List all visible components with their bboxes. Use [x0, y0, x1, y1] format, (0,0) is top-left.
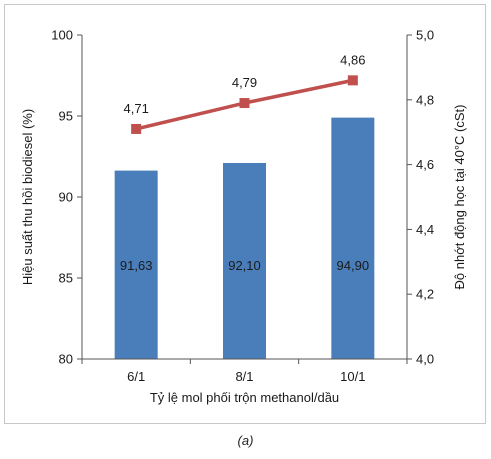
- viscosity-data-label: 4,79: [232, 75, 257, 90]
- left-tick-label: 80: [59, 352, 73, 367]
- x-tick-label: 8/1: [235, 369, 253, 384]
- yield-data-label: 92,10: [228, 258, 261, 273]
- left-axis-title: Hiệu suất thu hồi biodiesel (%): [20, 109, 35, 285]
- yield-data-label: 91,63: [120, 258, 153, 273]
- right-tick-label: 4,4: [416, 222, 434, 237]
- combo-chart: 80 85 90 95 100 4,0 4,2 4,4 4,6 4,8 5,0 6/1 8/1 10/1T…: [20, 28, 467, 406]
- figure-caption: (a): [237, 433, 254, 448]
- left-tick-label: 90: [59, 190, 73, 205]
- viscosity-marker-2: [239, 98, 250, 109]
- yield-data-label: 94,90: [337, 258, 370, 273]
- left-tick-label: 85: [59, 271, 73, 286]
- right-tick-label: 4,6: [416, 157, 434, 172]
- bars-layer: [114, 117, 375, 360]
- viscosity-data-label: 4,86: [340, 52, 365, 67]
- viscosity-marker-3: [347, 75, 358, 86]
- bar-1: [114, 170, 158, 359]
- viscosity-marker-1: [131, 123, 142, 134]
- x-axis-title: Tỷ lệ mol phối trộn methanol/dầu: [150, 390, 339, 405]
- labels-layer: 4,71 4,79 4,86 91,63 92,10 94,90: [120, 52, 369, 273]
- right-tick-label: 5,0: [416, 28, 434, 43]
- left-tick-label: 100: [51, 28, 73, 43]
- x-tick-label: 10/1: [340, 369, 365, 384]
- x-tick-label: 6/1: [127, 369, 145, 384]
- right-axis-title: Độ nhớt động học tại 40°C (cSt): [452, 105, 467, 290]
- axes-layer: 80 85 90 95 100 4,0 4,2 4,4 4,6 4,8 5,0 6/1 8/1 10/1T…: [20, 28, 467, 406]
- bar-2: [223, 162, 266, 359]
- right-tick-label: 4,2: [416, 287, 434, 302]
- right-tick-label: 4,8: [416, 92, 434, 107]
- left-tick-label: 95: [59, 109, 73, 124]
- line-layer: [131, 75, 358, 134]
- bar-3: [331, 117, 375, 360]
- right-tick-label: 4,0: [416, 352, 434, 367]
- viscosity-data-label: 4,71: [124, 101, 149, 116]
